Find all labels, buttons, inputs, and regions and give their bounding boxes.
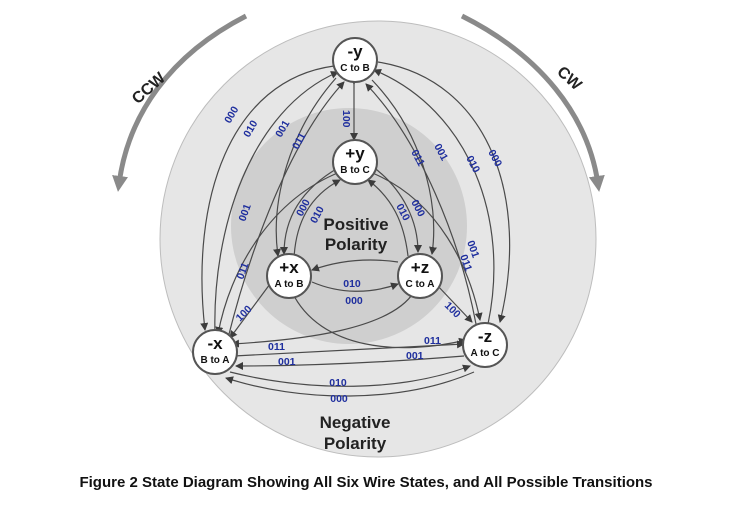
edge [311, 259, 399, 272]
svg-text:+x: +x [279, 258, 299, 277]
transition-edges [200, 61, 511, 397]
svg-text:+z: +z [411, 258, 429, 277]
state-node-ny: -y C to B [332, 37, 378, 83]
svg-text:-x: -x [207, 334, 223, 353]
edge [229, 364, 471, 387]
transition-label: 001 [278, 356, 296, 368]
transition-label: 001 [464, 239, 481, 260]
state-node-nx: -x B to A [192, 329, 238, 375]
transition-label: 010 [329, 377, 347, 389]
transition-label: 000 [345, 295, 363, 307]
edge [233, 340, 465, 357]
negative-polarity-label: Negative [320, 413, 391, 432]
edge [369, 171, 483, 321]
transition-label: 011 [235, 261, 252, 281]
transition-label: 011 [457, 253, 474, 273]
transition-label: 100 [340, 110, 352, 128]
edge [229, 275, 278, 339]
transition-label: 011 [268, 341, 285, 353]
edge [214, 71, 339, 335]
svg-text:A to C: A to C [470, 348, 499, 359]
transition-label: 001 [406, 350, 424, 362]
svg-text:C to A: C to A [405, 279, 434, 290]
edge [371, 165, 422, 253]
transition-label: 000 [330, 393, 348, 405]
edge [428, 276, 473, 323]
transition-label: 011 [424, 335, 441, 347]
edge [377, 61, 511, 323]
transition-label: 001 [237, 202, 254, 223]
svg-text:-y: -y [347, 42, 363, 61]
state-node-px: +x A to B [266, 253, 312, 299]
positive-polarity-label: Polarity [325, 235, 388, 254]
negative-polarity-label: Polarity [324, 434, 387, 453]
edge [280, 167, 339, 255]
edge [231, 291, 415, 348]
edge [273, 77, 337, 257]
edge [373, 69, 495, 325]
transition-label: 010 [343, 278, 361, 290]
edge [367, 179, 409, 257]
edge [225, 371, 475, 397]
svg-text:B to C: B to C [340, 165, 369, 176]
edge [371, 79, 437, 255]
ccw-rotation-arrow [112, 13, 248, 192]
edge [215, 171, 341, 335]
state-node-py: +y B to C [332, 139, 378, 185]
state-node-nz: -z A to C [462, 322, 508, 368]
svg-text:A to B: A to B [274, 279, 303, 290]
state-node-pz: +z C to A [397, 253, 443, 299]
cw-rotation-arrow [460, 13, 605, 192]
svg-text:+y: +y [345, 144, 365, 163]
svg-text:-z: -z [478, 327, 492, 346]
edge [235, 355, 465, 370]
svg-text:C to B: C to B [340, 63, 369, 74]
svg-text:B to A: B to A [200, 355, 229, 366]
edge [200, 65, 335, 331]
positive-polarity-label: Positive [323, 215, 388, 234]
figure-caption: Figure 2 State Diagram Showing All Six W… [79, 474, 653, 491]
edge [293, 179, 341, 259]
edge [311, 281, 399, 292]
